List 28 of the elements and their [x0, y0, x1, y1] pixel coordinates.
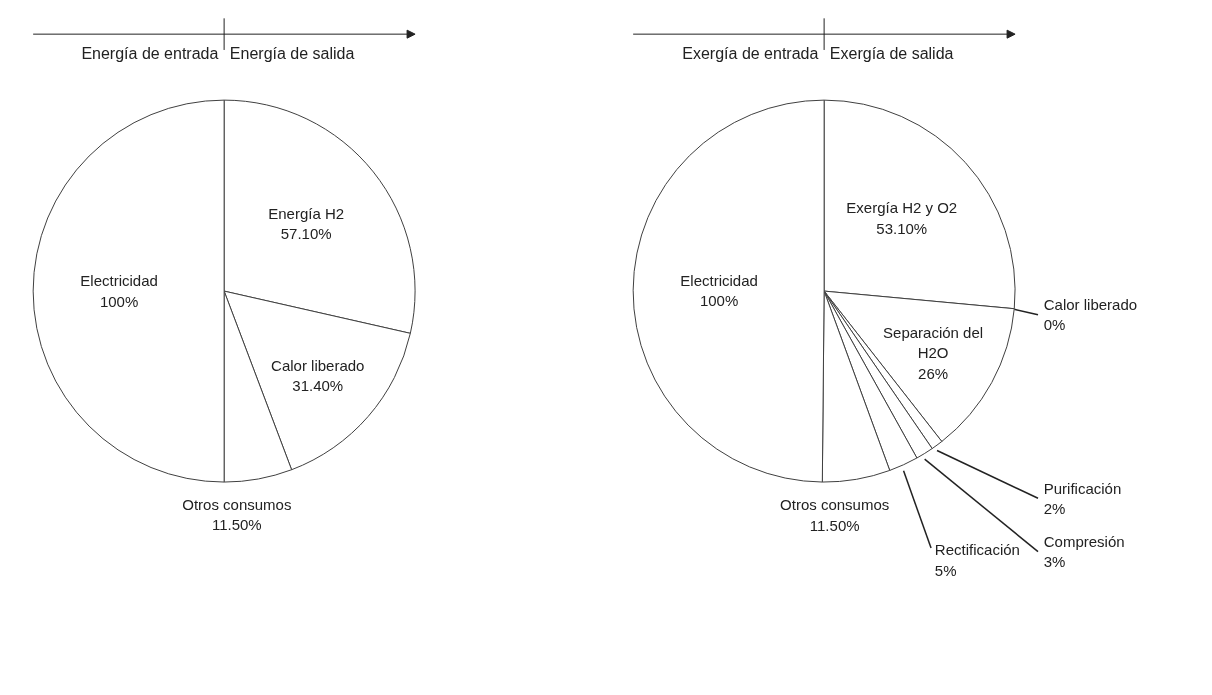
data-label: 3%	[1043, 553, 1066, 571]
slice-label: Separación del H2O	[883, 323, 984, 362]
data-label: 26%	[918, 364, 949, 382]
text: 0%	[1043, 316, 1066, 334]
text: Exergía de salida	[829, 45, 954, 63]
data-label: 57.10%	[280, 224, 332, 242]
data-label: 2%	[1043, 499, 1066, 517]
slice-label: Exergía H2 y O2	[846, 199, 958, 217]
text: Energía de entrada	[81, 45, 219, 63]
data-label: 11.50%	[211, 516, 262, 534]
slice-label: Electricidad	[680, 271, 758, 289]
legend-label: Calor liberado	[1043, 296, 1138, 314]
slice-label: Energía H2	[268, 204, 345, 222]
slice-label: Otros consumos	[182, 495, 292, 513]
slice-label: Calor liberado	[271, 356, 365, 374]
slice-label: Electricidad	[80, 272, 158, 290]
slice-label: Compresión	[1043, 532, 1125, 550]
slice-label: Purificación	[1043, 479, 1122, 497]
slice-label: Otros consumos	[780, 496, 890, 514]
data-label: 100%	[99, 292, 139, 310]
data-label: 11.50%	[809, 516, 860, 534]
data-label: 100%	[699, 292, 739, 310]
text: Energía de salida	[229, 45, 355, 63]
data-label: 5%	[934, 561, 957, 579]
text: Exergía de entrada	[682, 45, 819, 63]
data-label: 31.40%	[292, 377, 344, 395]
data-label: 53.10%	[876, 219, 928, 237]
slice-label: Rectificación	[934, 541, 1020, 559]
